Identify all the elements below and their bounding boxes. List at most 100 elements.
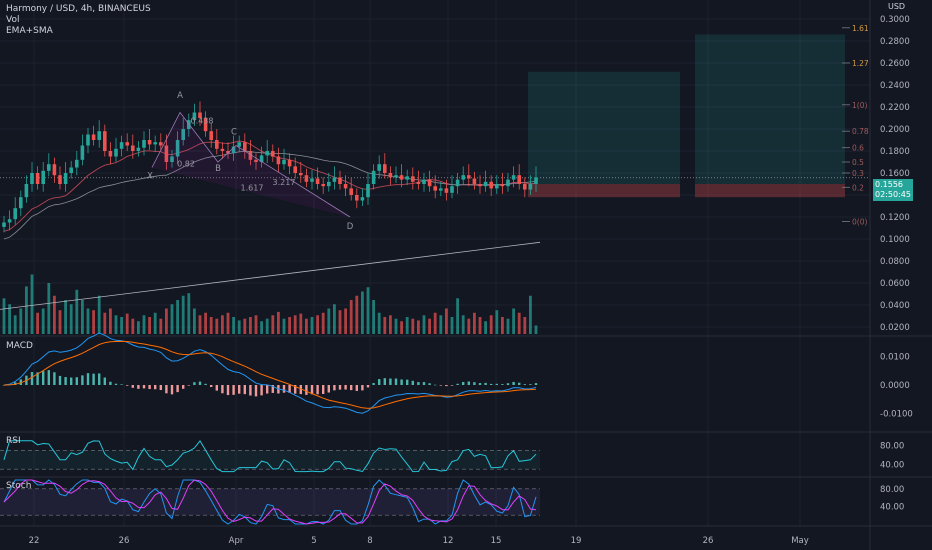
volume-bar [159, 318, 163, 334]
macd-histogram-bar [249, 385, 252, 396]
macd-histogram-bar [501, 384, 504, 385]
volume-bar [137, 321, 140, 334]
stoch-pane-title[interactable]: Stoch [6, 481, 32, 491]
volume-bar [389, 315, 392, 334]
ma-indicator-label[interactable]: EMA+SMA [6, 26, 53, 36]
volume-bar [450, 317, 454, 334]
time-tick-label: 22 [29, 536, 40, 546]
volume-bar [271, 315, 275, 334]
macd-histogram-bar [534, 383, 538, 385]
macd-histogram-bar [506, 383, 510, 385]
macd-histogram-bar [344, 385, 347, 390]
macd-histogram-bar [484, 382, 487, 385]
candles[interactable] [2, 101, 538, 233]
stoch-k-line [3, 479, 537, 525]
volume-bar [366, 287, 370, 334]
macd-histogram-bar [221, 385, 224, 394]
time-axis[interactable]: 22 26 Apr 5 8 12 15 19 26 May [29, 536, 809, 546]
macd-histogram-bar [232, 385, 235, 395]
volume-bar [86, 308, 90, 334]
profit-zone-0 [528, 71, 680, 184]
volume-bar [198, 315, 202, 334]
volume-bar [383, 317, 387, 334]
macd-histogram-bar [204, 383, 207, 385]
candle-body [97, 131, 101, 140]
pattern-label: D [347, 222, 354, 232]
price-tick-label: 0.2200 [880, 103, 910, 113]
macd-histogram-bar [406, 379, 409, 385]
pattern-label: B [215, 164, 221, 174]
price-tick-label: 0.1000 [880, 235, 910, 245]
price-tick-label: 0.0600 [880, 279, 910, 289]
volume-bar [187, 293, 191, 334]
volume-bar [277, 311, 280, 334]
macd-histogram-bar [226, 385, 230, 396]
candle-body [254, 159, 258, 162]
candle-body [534, 177, 538, 184]
rsi-pane-title[interactable]: RSI [6, 436, 21, 446]
volume-bar [97, 295, 101, 334]
macd-histogram-bar [198, 381, 202, 385]
macd-histogram-bar [2, 385, 6, 386]
volume-bar [2, 298, 6, 334]
pattern-label: 1.617 [241, 184, 264, 193]
candle-body [131, 145, 135, 151]
macd-histogram-bar [445, 385, 448, 387]
macd-tick-label: 0.0100 [880, 353, 910, 363]
candle-body [203, 118, 208, 132]
candle-body [388, 173, 393, 178]
volume-bar [265, 318, 269, 334]
candle-body [383, 164, 387, 173]
candle-body [69, 167, 73, 173]
bar-countdown: 02:50:45 [875, 190, 911, 199]
macd-histogram-bar [142, 385, 146, 389]
volume-bar [209, 317, 213, 334]
symbol-title[interactable]: Harmony / USD, 4h, BINANCEUS [6, 4, 151, 14]
candle-body [310, 178, 314, 182]
volume-bar [260, 321, 263, 334]
volume-bar [293, 315, 297, 334]
candle-body [35, 173, 40, 184]
candle-body [304, 175, 309, 182]
macd-histogram-bar [450, 385, 454, 386]
volume-bar [422, 315, 426, 334]
loss-zone-0 [528, 184, 680, 198]
volume-bar [338, 310, 342, 334]
price-tick-label: 0.1800 [880, 147, 910, 157]
volume-bar [176, 300, 179, 334]
candle-body [215, 140, 219, 149]
candle-body [411, 176, 415, 182]
macd-histogram-bar [366, 385, 370, 388]
volume-bar [153, 312, 157, 334]
macd-histogram-bar [299, 385, 302, 395]
candle-body [472, 178, 477, 184]
candle-body [495, 184, 499, 189]
candle-body [332, 177, 337, 182]
volume-bar [131, 318, 135, 334]
macd-histogram-bar [394, 378, 398, 385]
trend-line [0, 241, 541, 310]
candle-body [271, 151, 275, 157]
macd-histogram-bar [523, 384, 526, 385]
time-tick-label: 8 [367, 536, 372, 546]
candle-body [7, 219, 12, 223]
currency-label[interactable]: USD [888, 2, 906, 11]
macd-histogram-bar [294, 385, 297, 394]
candle-body [293, 166, 297, 173]
volume-bar [349, 300, 353, 334]
fib-level-label: 1.27 [852, 59, 869, 68]
volume-bar [501, 317, 504, 334]
candle-body [75, 159, 79, 168]
macd-histogram-bar [310, 385, 314, 395]
macd-pane-title[interactable]: MACD [6, 341, 33, 351]
macd-histogram-bar [333, 385, 336, 391]
volume-bar [478, 317, 482, 334]
candle-body [2, 222, 6, 227]
candle-body [366, 184, 370, 198]
volume-bar [411, 318, 415, 334]
vol-indicator-label[interactable]: Vol [6, 15, 20, 25]
fib-level-label: 0.6 [852, 144, 864, 153]
pattern-outline [151, 111, 351, 218]
